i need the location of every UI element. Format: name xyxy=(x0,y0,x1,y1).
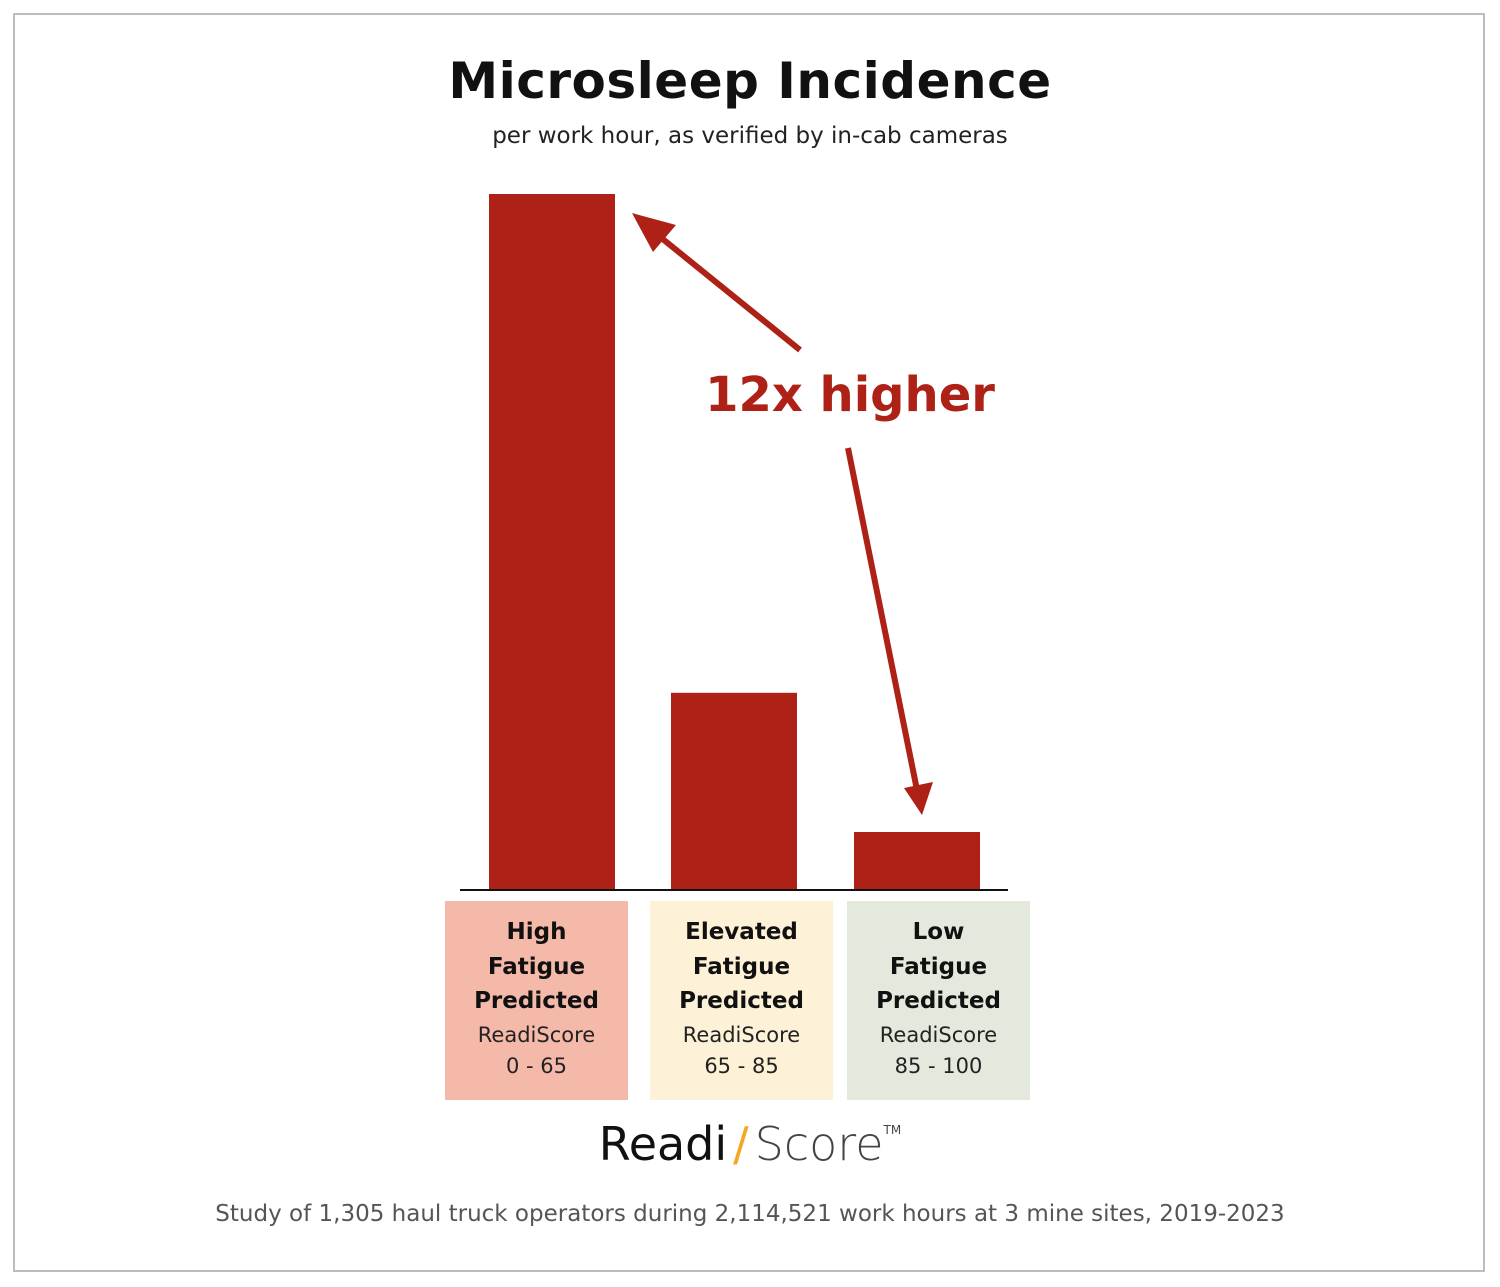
chart-subtitle: per work hour, as verified by in-cab cam… xyxy=(492,123,1008,149)
annotation-label: 12x higher xyxy=(705,367,995,423)
category-box-elevated: Elevated Fatigue Predicted ReadiScore 65… xyxy=(650,901,833,1100)
logo-trademark: TM xyxy=(883,1123,902,1137)
category-box-high: High Fatigue Predicted ReadiScore 0 - 65 xyxy=(445,901,628,1100)
chart-title: Microsleep Incidence xyxy=(448,52,1052,110)
logo-slash: / xyxy=(733,1117,749,1171)
bar-low xyxy=(854,832,980,890)
readiscore-logo: Readi / ScoreTM xyxy=(0,1117,1500,1171)
bar-high xyxy=(489,194,615,890)
category-box-low: Low Fatigue Predicted ReadiScore 85 - 10… xyxy=(847,901,1030,1100)
category-score-range: 85 - 100 xyxy=(894,1053,983,1078)
category-score-range: 65 - 85 xyxy=(704,1053,779,1078)
annotation-arrowhead-up xyxy=(632,213,676,252)
annotation-arrow-down xyxy=(845,447,920,791)
category-title: Elevated Fatigue Predicted xyxy=(679,919,804,1014)
logo-score: Score xyxy=(754,1117,884,1171)
study-footnote: Study of 1,305 haul truck operators duri… xyxy=(215,1201,1285,1227)
annotation-arrow-up xyxy=(652,229,802,353)
logo-readi: Readi xyxy=(598,1117,728,1171)
annotation-arrowhead-down xyxy=(904,782,933,815)
bar-elevated xyxy=(671,692,797,890)
category-score-range: 0 - 65 xyxy=(505,1053,567,1078)
category-score-label: ReadiScore xyxy=(879,1022,998,1047)
category-title: High Fatigue Predicted xyxy=(474,919,599,1014)
category-title: Low Fatigue Predicted xyxy=(876,919,1001,1014)
category-score-label: ReadiScore xyxy=(477,1022,596,1047)
category-score-label: ReadiScore xyxy=(682,1022,801,1047)
